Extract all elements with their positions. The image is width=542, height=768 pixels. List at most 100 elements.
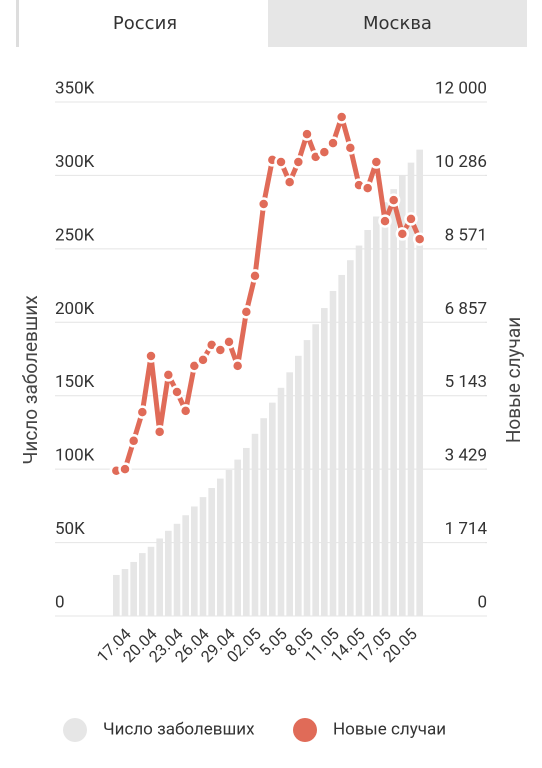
bar: [234, 459, 241, 616]
bar: [165, 530, 172, 616]
bar: [277, 387, 285, 616]
bar: [260, 418, 267, 616]
bar: [373, 216, 380, 617]
point: [239, 305, 254, 319]
bar: [191, 506, 198, 616]
legend-swatch: [293, 718, 317, 742]
y-tick-label: 200K: [55, 299, 95, 319]
y-tick-label: 150K: [55, 372, 95, 392]
y-tick-label: 350K: [55, 78, 95, 98]
y-tick-label: 0: [55, 592, 65, 612]
bar: [225, 470, 233, 616]
y-tick-label: 50K: [55, 519, 85, 539]
point: [352, 178, 366, 192]
point: [300, 127, 314, 141]
bar: [269, 402, 276, 616]
tab[interactable]: Москва: [268, 0, 527, 47]
bar: [295, 355, 302, 616]
point: [282, 175, 297, 189]
x-tick-label: 17.04: [93, 624, 135, 666]
y2-tick-label: 10 286: [435, 152, 487, 172]
x-tick-label: 02.05: [223, 624, 265, 666]
y2-tick-label: 3 429: [445, 446, 487, 466]
point: [308, 150, 323, 164]
bar: [390, 189, 397, 616]
point: [152, 425, 167, 439]
y2-tick-label: 8 571: [445, 225, 487, 245]
legend-label: Число заболевших: [103, 719, 255, 739]
point: [334, 110, 349, 124]
bar: [416, 149, 423, 616]
point: [265, 153, 280, 167]
line: [115, 114, 422, 474]
bar: [303, 340, 311, 616]
legend-label: Новые случаи: [333, 719, 446, 739]
x-tick-label: 20.04: [119, 624, 161, 666]
point: [378, 214, 392, 228]
bar: [312, 324, 319, 616]
point: [256, 197, 271, 211]
bar: [130, 561, 137, 616]
bar: [113, 574, 120, 616]
y2-tick-label: 1 714: [445, 519, 488, 539]
y-tick-label: 300K: [55, 152, 95, 172]
point: [222, 335, 236, 349]
bar: [156, 538, 163, 616]
point: [118, 462, 132, 476]
point: [213, 343, 228, 357]
legend-swatch: [63, 718, 87, 742]
x-tick-label: 26.04: [171, 624, 213, 666]
point: [230, 359, 245, 373]
x-tick-label: 11.05: [301, 624, 343, 666]
bar: [321, 308, 328, 616]
point: [109, 464, 124, 478]
bar: [407, 162, 415, 616]
point: [404, 212, 418, 226]
bar: [286, 372, 293, 616]
point: [291, 155, 306, 169]
bar: [147, 546, 155, 616]
bar: [182, 515, 189, 616]
point: [204, 338, 219, 352]
bar: [243, 447, 250, 616]
point: [196, 353, 210, 367]
point: [386, 193, 401, 207]
y-tick-label: 250K: [55, 225, 95, 245]
point: [412, 232, 427, 246]
bar: [251, 433, 259, 616]
y-axis-title: Число заболевших: [19, 295, 42, 465]
x-tick-label: 5.05: [255, 624, 291, 660]
x-tick-label: 23.04: [145, 624, 187, 666]
bar: [399, 175, 406, 617]
bar: [355, 245, 363, 617]
y2-axis-title: Новые случаи: [502, 317, 525, 443]
point: [343, 141, 358, 155]
bar: [199, 497, 207, 616]
point: [395, 227, 410, 241]
point: [135, 405, 150, 419]
bar: [121, 568, 129, 616]
bar: [347, 260, 354, 616]
tab[interactable]: Россия: [16, 0, 271, 47]
y2-tick-label: 6 857: [445, 299, 487, 319]
point: [360, 181, 375, 195]
point: [170, 385, 184, 399]
x-tick-label: 20.05: [379, 624, 421, 666]
point: [248, 269, 262, 283]
point: [178, 404, 193, 418]
point: [369, 155, 384, 169]
bar: [208, 488, 215, 616]
y2-tick-label: 0: [477, 592, 487, 612]
point: [126, 434, 141, 448]
y2-tick-label: 5 143: [445, 372, 487, 392]
x-tick-label: 8.05: [281, 624, 317, 660]
bar: [338, 274, 345, 616]
y-tick-label: 100K: [55, 446, 95, 466]
point: [161, 368, 176, 382]
bar: [217, 478, 224, 616]
bar: [364, 229, 371, 616]
bar: [329, 290, 337, 616]
point: [274, 155, 288, 169]
